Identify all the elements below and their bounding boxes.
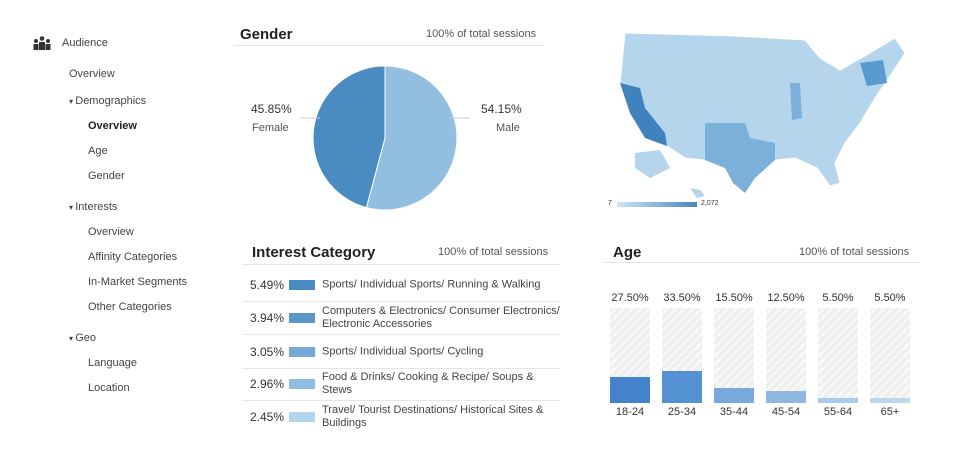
gender-subtitle: 100% of total sessions (426, 28, 537, 40)
map-legend-max: 2,072 (701, 200, 719, 207)
pie-slice-female[interactable] (312, 65, 386, 209)
age-bar-pct: 12.50% (767, 292, 805, 304)
interest-row[interactable]: 5.49% Sports/ Individual Sports/ Running … (242, 268, 560, 302)
interest-title: Interest Category (252, 244, 376, 261)
sidebar-item-age[interactable]: Age (88, 145, 108, 157)
interest-row[interactable]: 3.94% Computers & Electronics/ Consumer E… (242, 301, 560, 335)
sidebar-item-gender[interactable]: Gender (88, 170, 125, 182)
male-pct: 54.15% (481, 102, 522, 116)
age-bar-fill (662, 371, 702, 403)
female-label: Female (252, 122, 289, 134)
age-bar-pct: 15.50% (715, 292, 753, 304)
interest-row[interactable]: 3.05% Sports/ Individual Sports/ Cycling (242, 335, 560, 369)
interest-row[interactable]: 2.96% Food & Drinks/ Cooking & Recipe/ So… (242, 367, 560, 401)
age-bar-category: 65+ (880, 406, 900, 418)
interest-swatch (289, 312, 315, 323)
interest-subtitle: 100% of total sessions (438, 246, 549, 258)
gender-title: Gender (240, 26, 293, 43)
interest-swatch (289, 378, 315, 389)
interest-label[interactable]: Computers & Electronics/ Consumer Electr… (322, 304, 560, 330)
age-bar-fill (818, 397, 858, 403)
caret-down-icon: ▾ (69, 203, 76, 212)
sidebar-item-demographics[interactable]: ▾ Demographics (69, 95, 147, 107)
interest-swatch (289, 411, 315, 422)
gender-pie-chart (300, 65, 470, 211)
age-bar-pct: 27.50% (611, 292, 649, 304)
age-bar-category: 18-24 (615, 406, 645, 418)
interest-label[interactable]: Food & Drinks/ Cooking & Recipe/ Soups &… (322, 370, 534, 396)
age-bar[interactable] (766, 308, 806, 403)
interest-pct: 5.49% (250, 277, 285, 292)
map-legend-gradient (617, 202, 697, 207)
age-bar-fill (766, 391, 806, 403)
state-new-york (860, 60, 887, 86)
age-bar[interactable] (610, 308, 650, 403)
us-map[interactable] (605, 28, 915, 203)
male-label: Male (496, 122, 520, 134)
age-bar-category: 25-34 (667, 406, 697, 418)
interest-pct: 3.05% (250, 344, 285, 359)
age-bar-fill (610, 376, 650, 403)
age-bar-category: 45-54 (771, 406, 801, 418)
state-illinois (790, 83, 802, 120)
audience-icon (33, 36, 51, 53)
sidebar-item-interests[interactable]: ▾ Interests (69, 201, 118, 213)
sidebar-item-location[interactable]: Location (88, 382, 130, 394)
female-pct: 45.85% (251, 102, 292, 116)
interest-row[interactable]: 2.45% Travel/ Tourist Destinations/ Histo… (242, 400, 560, 433)
sidebar-item-geo[interactable]: ▾ Geo (69, 332, 97, 344)
interest-swatch (289, 279, 315, 290)
age-title: Age (613, 244, 642, 261)
age-bar-fill (714, 388, 754, 403)
state-alaska (635, 150, 670, 178)
interest-label[interactable]: Sports/ Individual Sports/ Cycling (322, 345, 484, 357)
state-texas (705, 123, 775, 193)
sidebar-item-demographics-overview[interactable]: Overview (88, 120, 137, 132)
interest-pct: 3.94% (250, 310, 285, 325)
interest-label[interactable]: Sports/ Individual Sports/ Running & Wal… (322, 278, 541, 290)
interest-label[interactable]: Travel/ Tourist Destinations/ Historical… (322, 403, 544, 429)
sidebar-item-language[interactable]: Language (88, 357, 137, 369)
age-bar[interactable] (662, 308, 702, 403)
sidebar-item-in-market-segments[interactable]: In-Market Segments (88, 276, 188, 288)
age-bar[interactable] (714, 308, 754, 403)
interest-pct: 2.45% (250, 409, 285, 424)
age-bar-category: 35-44 (719, 406, 749, 418)
sidebar-item-overview[interactable]: Overview (69, 68, 115, 80)
age-subtitle: 100% of total sessions (799, 246, 910, 258)
interest-swatch (289, 346, 315, 357)
sidebar-title-audience[interactable]: Audience (62, 37, 108, 49)
caret-down-icon: ▾ (69, 334, 76, 343)
map-legend-min: 7 (608, 200, 612, 207)
sidebar-item-other-categories[interactable]: Other Categories (88, 301, 172, 313)
state-hawaii (690, 188, 705, 198)
age-bar-pct: 33.50% (663, 292, 701, 304)
interest-pct: 2.96% (250, 376, 285, 391)
sidebar-item-affinity-categories[interactable]: Affinity Categories (88, 251, 178, 263)
age-bar-pct: 5.50% (874, 292, 906, 304)
state-california (620, 83, 667, 146)
age-bar-fill (870, 397, 910, 403)
age-bar-category: 55-64 (823, 406, 853, 418)
age-bar[interactable] (870, 308, 910, 403)
age-bar-pct: 5.50% (822, 292, 854, 304)
caret-down-icon: ▾ (69, 97, 76, 106)
sidebar-item-interests-overview[interactable]: Overview (88, 226, 134, 238)
age-bar[interactable] (818, 308, 858, 403)
pie-slice-male[interactable] (365, 65, 458, 211)
